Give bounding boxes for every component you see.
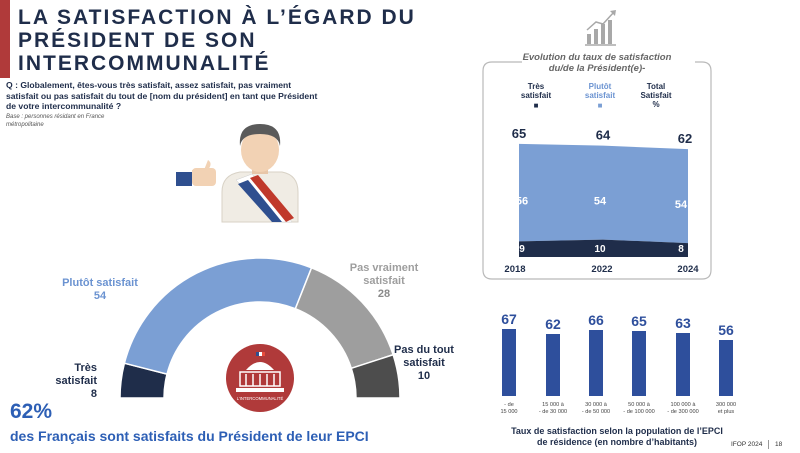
total-label-2024: 62 xyxy=(678,131,692,146)
donut-value-3: 28 xyxy=(378,288,390,300)
plutot-label-2024: 54 xyxy=(675,199,688,211)
population-category-1: 15 000 xyxy=(500,409,517,415)
donut-value-2: 54 xyxy=(94,290,107,302)
donut-label-4: satisfait xyxy=(403,357,445,369)
population-category-6: 300 000 xyxy=(716,402,736,408)
badge-label: L’INTERCOMMUNALITÉ xyxy=(237,396,284,401)
population-category-3: 30 000 à xyxy=(585,402,608,408)
donut-label-1: satisfait xyxy=(55,375,97,387)
donut-slice-2 xyxy=(123,257,313,376)
legend-swatch-2: ■ xyxy=(598,101,603,110)
person-thumbs-up-illustration xyxy=(176,124,299,223)
evolution-area-chart: 65 64 62 56 54 54 9 10 8 2018 2022 2024 xyxy=(504,126,699,275)
population-category-3: - de 50 000 xyxy=(582,409,610,415)
footer-separator xyxy=(768,440,769,449)
population-bar-3 xyxy=(589,330,603,396)
footer-source: IFOP 2024 xyxy=(731,441,763,448)
population-bar-4 xyxy=(632,331,646,396)
year-label-2022: 2022 xyxy=(591,264,612,275)
donut-label-2: Plutôt satisfait xyxy=(62,277,138,289)
bar-chart-title: Taux de satisfaction selon la population… xyxy=(511,426,723,447)
legend-label-1: Très xyxy=(528,82,545,91)
legend-label-1: satisfait xyxy=(521,91,552,100)
year-label-2024: 2024 xyxy=(677,264,699,275)
total-label-2022: 64 xyxy=(596,128,611,143)
legend-swatch-1: ■ xyxy=(534,101,539,110)
page-title: LA SATISFACTION À L’ÉGARD DU PRÉSIDENT D… xyxy=(18,6,416,75)
population-category-2: - de 30 000 xyxy=(539,409,567,415)
page-number: 18 xyxy=(775,441,783,448)
title-accent-bar xyxy=(0,0,10,78)
legend-label-3: Total xyxy=(647,82,666,91)
legend-label-2: Plutôt xyxy=(589,82,612,91)
population-category-4: 50 000 à xyxy=(628,402,651,408)
tres-label-2024: 8 xyxy=(678,244,684,255)
survey-base: Base : personnes résidant en France métr… xyxy=(6,114,105,128)
population-bar-5 xyxy=(676,333,690,396)
survey-question: Q : Globalement, êtes-vous très satisfai… xyxy=(6,80,318,111)
kpi-value: 62% xyxy=(10,400,53,423)
legend-label-3: Satisfait xyxy=(640,91,671,100)
legend-label-2: satisfait xyxy=(585,91,616,100)
population-category-6: et plus xyxy=(718,409,735,415)
donut-value-1: 8 xyxy=(91,388,97,400)
population-bar-2 xyxy=(546,334,560,396)
kpi-text: des Français sont satisfaits du Présiden… xyxy=(10,428,369,444)
population-bar-value-2: 62 xyxy=(545,316,561,332)
population-category-2: 15 000 à xyxy=(542,402,565,408)
population-bar-value-3: 66 xyxy=(588,312,604,328)
area-series-tres-satisfait xyxy=(519,239,688,257)
tres-label-2018: 9 xyxy=(519,244,525,255)
plutot-label-2022: 54 xyxy=(594,196,607,208)
population-category-4: - de 100 000 xyxy=(623,409,654,415)
plutot-label-2018: 56 xyxy=(516,196,528,208)
donut-label-3: Pas vraiment xyxy=(350,262,419,274)
year-label-2018: 2018 xyxy=(504,264,525,275)
evolution-chart-panel: Evolution du taux de satisfaction du/de l… xyxy=(482,10,712,280)
population-bar-value-1: 67 xyxy=(501,311,517,327)
total-label-2018: 65 xyxy=(512,126,526,141)
population-bar-value-4: 65 xyxy=(631,313,647,329)
population-category-5: - de 300 000 xyxy=(667,409,698,415)
legend-label-3: % xyxy=(652,100,659,109)
donut-value-4: 10 xyxy=(418,370,430,382)
donut-label-4: Pas du tout xyxy=(394,344,454,356)
population-category-1: - de xyxy=(504,402,514,408)
donut-slice-4 xyxy=(350,353,401,399)
evolution-legend: Trèssatisfait■Plutôtsatisfait■TotalSatis… xyxy=(521,82,672,110)
area-series-plutot-satisfait xyxy=(519,143,688,244)
tres-label-2022: 10 xyxy=(594,244,606,255)
population-category-5: 100 000 à xyxy=(671,402,697,408)
donut-label-3: satisfait xyxy=(363,275,405,287)
donut-label-1: Très xyxy=(74,362,97,374)
population-bar-value-6: 56 xyxy=(718,322,734,338)
population-bar-1 xyxy=(502,329,516,396)
intercommunalite-badge: L’INTERCOMMUNALITÉ xyxy=(226,344,294,412)
bar-chart-icon xyxy=(585,10,616,46)
population-bar-6 xyxy=(719,340,733,396)
evolution-chart-title: Evolution du taux de satisfaction du/de l… xyxy=(523,52,672,74)
population-bar-value-5: 63 xyxy=(675,315,691,331)
